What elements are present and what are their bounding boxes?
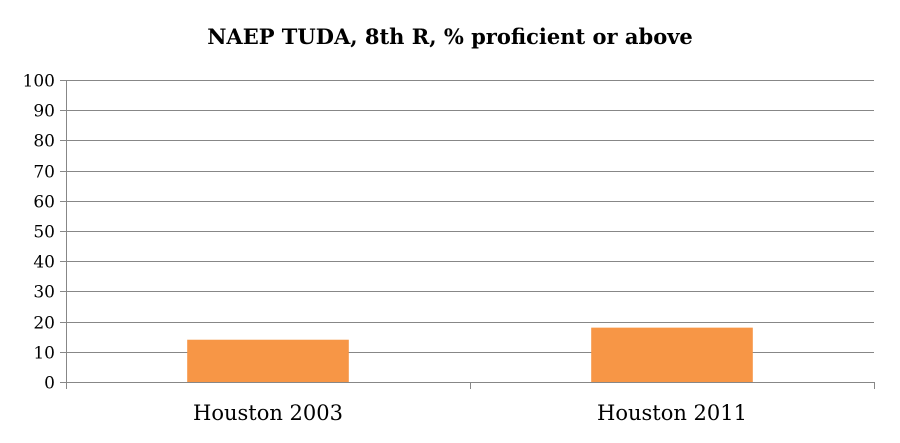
x-category-label-2: Houston 2011 [597,401,747,425]
y-tick-label-80: 80 [33,132,55,152]
chart-title: NAEP TUDA, 8th R, % proficient or above [207,24,693,49]
axes [60,80,875,389]
x-category-label-1: Houston 2003 [193,401,343,425]
y-tick-label-30: 30 [33,283,55,303]
y-tick-label-90: 90 [33,102,55,122]
y-tick-label-50: 50 [33,223,55,243]
y-tick-label-10: 10 [33,344,55,364]
y-tick-label-100: 100 [23,72,55,92]
y-tick-label-60: 60 [33,193,55,213]
gridlines [66,80,874,353]
y-tick-label-70: 70 [33,163,55,183]
y-tick-label-20: 20 [33,314,55,334]
bars [187,327,753,382]
tick-labels: 0 10 20 30 40 50 60 70 80 90 100 Houston 2003 Housto… [23,72,747,426]
y-tick-label-40: 40 [33,253,55,273]
bar-2 [591,327,753,382]
bar-1 [187,339,349,382]
y-tick-label-0: 0 [44,374,55,394]
